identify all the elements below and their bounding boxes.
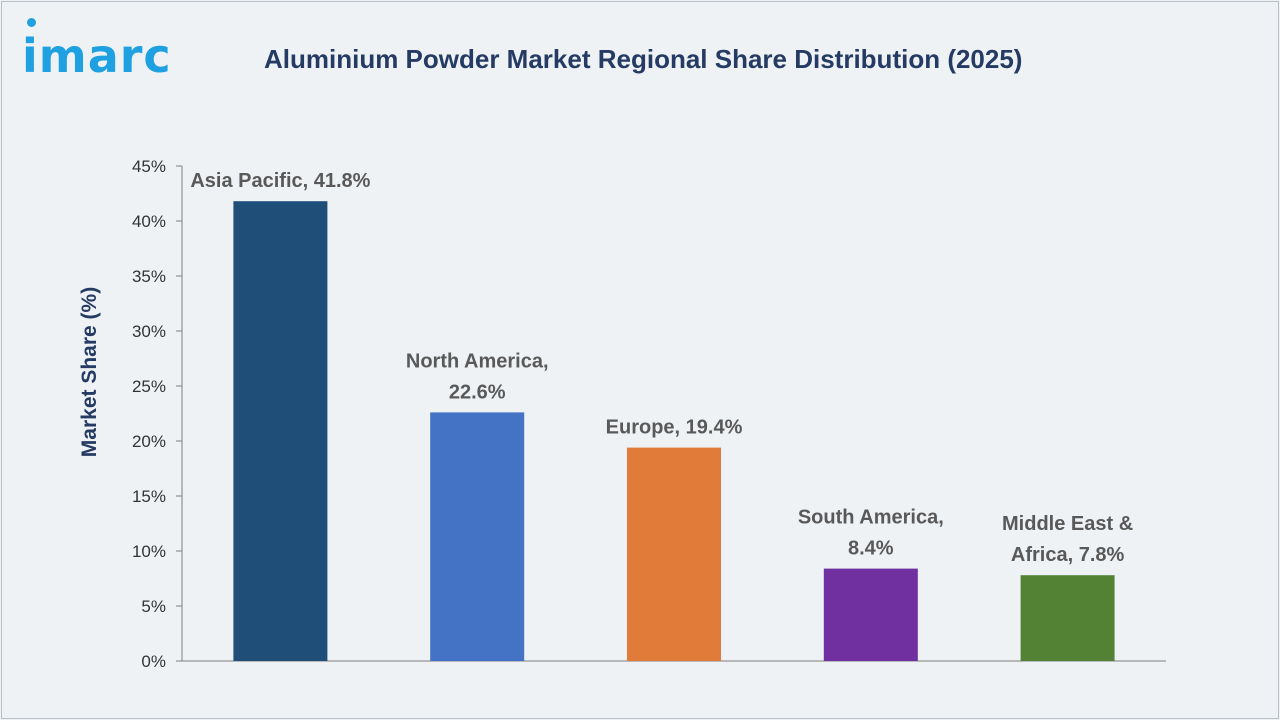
y-tick-label: 5%	[141, 597, 166, 616]
y-tick-label: 40%	[132, 212, 166, 231]
y-tick-label: 10%	[132, 542, 166, 561]
data-label: 8.4%	[848, 538, 894, 560]
y-tick-label: 15%	[132, 487, 166, 506]
bar-europe	[627, 447, 721, 661]
bar-middle-east-africa	[1020, 575, 1115, 661]
imarc-logo: imarc	[22, 18, 172, 86]
logo-text: imarc	[22, 29, 172, 83]
bar-south-america	[823, 568, 918, 661]
y-tick-label: 20%	[132, 432, 166, 451]
bar-north-america	[430, 412, 525, 661]
logo-dot	[27, 18, 36, 27]
y-tick-label: 45%	[132, 157, 166, 176]
data-label: North America,	[406, 350, 549, 372]
chart-title: Aluminium Powder Market Regional Share D…	[264, 44, 1023, 74]
y-tick-label: 25%	[132, 377, 166, 396]
y-tick-label: 0%	[141, 652, 166, 671]
bar-asia-pacific	[233, 201, 328, 661]
data-label: Africa, 7.8%	[1011, 544, 1125, 566]
data-label: South America,	[798, 507, 944, 529]
data-label: Middle East &	[1002, 513, 1133, 535]
y-tick-label: 35%	[132, 267, 166, 286]
data-label: 22.6%	[449, 381, 506, 403]
y-tick-label: 30%	[132, 322, 166, 341]
data-label: Asia Pacific, 41.8%	[190, 170, 370, 192]
data-label: Europe, 19.4%	[606, 417, 743, 439]
